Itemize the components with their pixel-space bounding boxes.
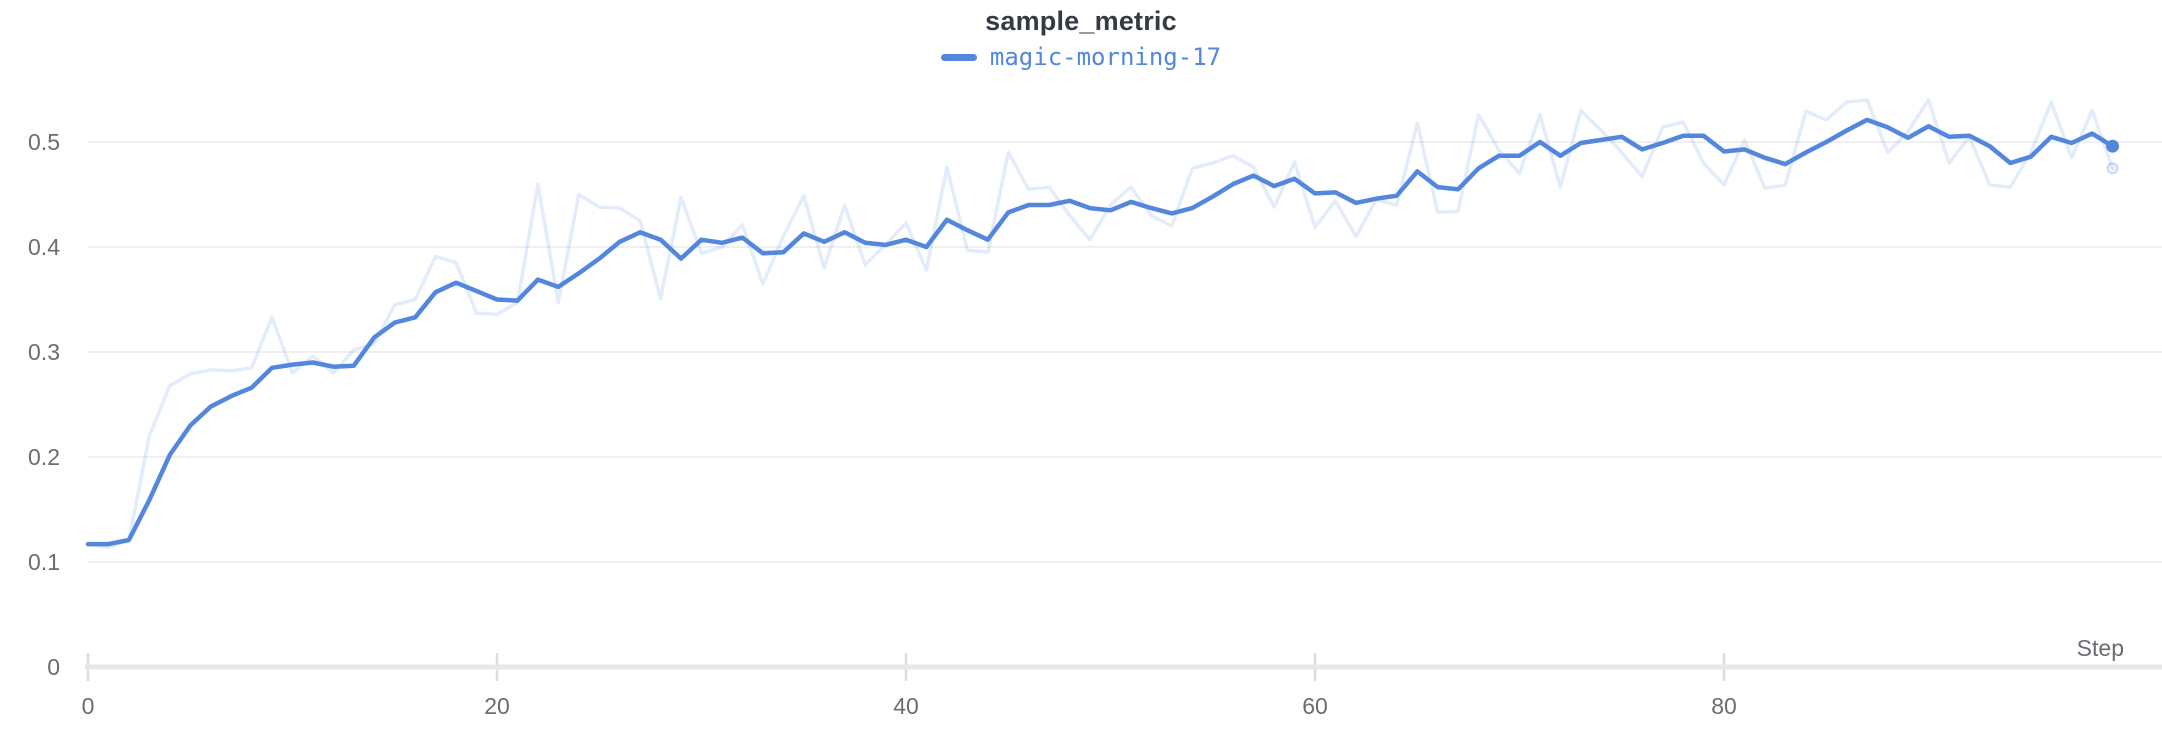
raw-endpoint-dot [2106,162,2119,175]
axis-labels: 0 0.1 0.2 0.3 0.4 0.5 0 20 40 60 80 [28,129,1737,719]
y-tick-label: 0.3 [28,339,60,365]
x-tick-label: 0 [82,693,95,719]
x-axis-title: Step [2077,635,2124,661]
x-tick-label: 80 [1711,693,1737,719]
chart-title: sample_metric [985,6,1177,36]
x-tick-label: 20 [484,693,510,719]
series-layer [85,98,2120,550]
x-tick-label: 60 [1302,693,1328,719]
y-tick-label: 0.4 [28,234,60,260]
y-tick-label: 0.1 [28,549,60,575]
y-tick-label: 0 [47,654,60,680]
legend: magic-morning-17 [0,43,2162,71]
legend-line-swatch [940,53,977,61]
smoothed-series-line [85,117,2115,547]
legend-run-name[interactable]: magic-morning-17 [989,43,1222,71]
smoothed-endpoint-dot [2106,139,2120,153]
y-tick-label: 0.2 [28,444,60,470]
y-tick-label: 0.5 [28,129,60,155]
gridlines [88,141,2162,563]
chart-header: sample_metric magic-morning-17 [0,0,2162,71]
x-tick-label: 40 [893,693,919,719]
raw-series-line [86,98,2115,550]
